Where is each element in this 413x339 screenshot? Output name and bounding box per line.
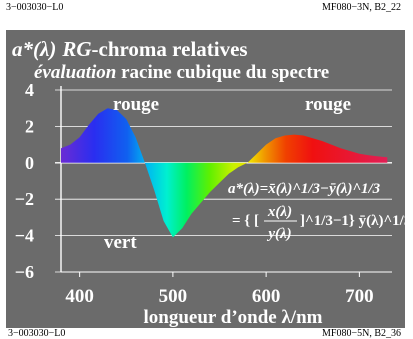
- y-tick-label: −6: [15, 262, 34, 282]
- y-tick-label: −2: [15, 189, 34, 209]
- title-method: racine cubique du spectre: [116, 62, 329, 83]
- label-vert: vert: [104, 232, 137, 253]
- label-rouge-left: rouge: [113, 94, 159, 115]
- y-tick-label: 4: [25, 80, 34, 100]
- formula-line2-pre: = { [: [232, 213, 259, 229]
- title-rest: -chroma relatives: [92, 37, 248, 61]
- footer-code-right: MF080−5N, B2_36: [322, 328, 401, 339]
- x-tick-label: 500: [159, 286, 188, 307]
- header-code-right: MF080−3N, B2_22: [322, 2, 401, 13]
- formula-line2-post: ]^1/3−1} ȳ(λ)^1/3: [300, 213, 411, 229]
- label-rouge-right: rouge: [305, 94, 351, 115]
- series-area: [61, 108, 388, 238]
- chart-title-line2: évaluation racine cubique du spectre: [34, 62, 329, 83]
- y-tick-label: −4: [15, 226, 34, 246]
- y-tick-label: 0: [25, 153, 34, 173]
- title-rg: RG: [61, 37, 91, 61]
- x-axis-label: longueur d’onde λ/nm: [144, 307, 323, 328]
- formula-line1: a*(λ)=x̄(λ)^1/3−ȳ(λ)^1/3: [228, 181, 381, 197]
- chart-title-line1: a*(λ) RG-chroma relatives: [12, 37, 248, 61]
- title-evaluation: évaluation: [34, 62, 116, 83]
- y-tick-label: 2: [25, 116, 34, 136]
- footer-code-left: 3−003030−L0: [8, 328, 66, 339]
- header-code-left: 3−003030−L0: [6, 2, 64, 13]
- x-tick-label: 400: [65, 286, 94, 307]
- formula-denominator: y(λ): [266, 226, 291, 242]
- x-tick-label: 600: [252, 286, 281, 307]
- formula-numerator: x(λ): [267, 204, 292, 220]
- x-tick-label: 700: [345, 286, 374, 307]
- title-variable: a*(λ): [12, 37, 56, 61]
